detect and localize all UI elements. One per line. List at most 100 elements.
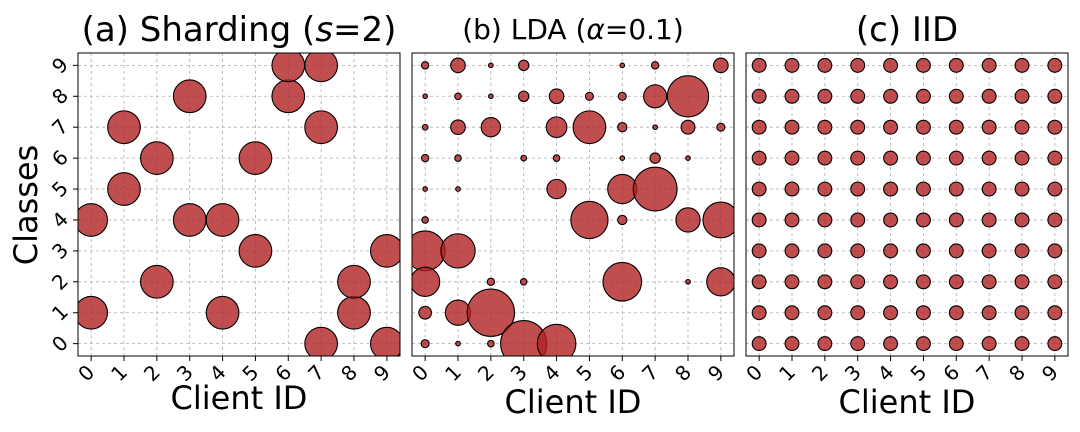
data-point <box>915 57 931 73</box>
data-point <box>948 212 964 228</box>
data-point <box>915 243 931 259</box>
y-tick-label: 0 <box>47 331 73 357</box>
data-point <box>817 150 833 166</box>
y-tick-label: 6 <box>47 145 73 171</box>
data-point <box>784 336 800 352</box>
data-point <box>850 212 866 228</box>
x-tick-label: 1 <box>774 360 800 386</box>
data-point <box>981 274 997 290</box>
data-point <box>607 173 638 205</box>
data-point <box>850 305 866 321</box>
data-point <box>422 93 429 100</box>
data-point <box>421 123 429 131</box>
data-point <box>948 57 964 73</box>
data-point <box>1014 305 1030 321</box>
data-point <box>1047 305 1063 321</box>
data-point <box>883 181 899 197</box>
panel-c-xlabel: Client ID <box>839 383 976 421</box>
data-point <box>518 59 530 72</box>
data-point <box>751 274 767 290</box>
plot-frame <box>411 52 735 357</box>
data-point <box>948 243 964 259</box>
data-point <box>817 274 833 290</box>
data-point <box>675 207 701 233</box>
x-tick-label: 8 <box>670 360 696 386</box>
data-point <box>883 274 899 290</box>
data-point <box>422 186 429 192</box>
data-point <box>1014 181 1030 197</box>
data-point <box>915 150 931 166</box>
plot-frame <box>77 52 401 357</box>
data-point <box>1047 243 1063 259</box>
data-point <box>1014 336 1030 352</box>
data-point <box>421 216 429 224</box>
data-point <box>519 277 528 286</box>
data-point <box>205 203 240 237</box>
data-point <box>883 88 899 104</box>
data-point <box>702 201 734 239</box>
data-point <box>713 57 729 74</box>
x-tick-label: 0 <box>741 360 767 386</box>
point-layer <box>412 57 734 356</box>
data-point <box>981 305 997 321</box>
data-point <box>1014 150 1030 166</box>
data-point <box>751 181 767 197</box>
data-point <box>518 90 530 102</box>
data-point <box>643 84 668 109</box>
data-point <box>948 119 964 135</box>
data-point <box>545 116 568 139</box>
data-point <box>650 61 660 70</box>
data-point <box>915 212 931 228</box>
y-tick-label: 1 <box>47 300 73 326</box>
data-point <box>78 295 109 330</box>
data-point <box>685 278 691 285</box>
data-point <box>304 326 339 356</box>
data-point <box>716 122 726 132</box>
data-point <box>915 336 931 352</box>
data-point <box>981 243 997 259</box>
data-point <box>454 92 462 101</box>
y-tick-label: 5 <box>47 176 73 202</box>
data-point <box>751 119 767 135</box>
data-point <box>1047 119 1063 135</box>
data-point <box>784 119 800 135</box>
data-point <box>602 261 643 302</box>
data-point <box>784 150 800 166</box>
x-tick-label: 2 <box>473 360 499 386</box>
data-point <box>817 305 833 321</box>
panel-b-xlabel: Client ID <box>505 383 642 421</box>
data-point <box>751 212 767 228</box>
data-point <box>850 336 866 352</box>
data-point <box>1047 181 1063 197</box>
data-point <box>139 141 174 175</box>
data-point <box>652 124 659 131</box>
data-point <box>619 155 626 161</box>
data-point <box>271 53 306 83</box>
data-point <box>817 57 833 73</box>
data-point <box>817 181 833 197</box>
data-point <box>1014 212 1030 228</box>
data-point <box>915 88 931 104</box>
data-point <box>552 154 561 162</box>
y-tick-label: 8 <box>47 83 73 109</box>
panel-a: (a) Sharding (s=2) 0 1 2 3 4 5 6 7 8 90123456789 … <box>7 10 401 417</box>
data-point <box>784 274 800 290</box>
data-point <box>337 264 371 299</box>
data-point <box>751 57 767 73</box>
data-point <box>1014 57 1030 73</box>
x-tick-label: 9 <box>369 360 395 386</box>
y-tick-label: 7 <box>47 114 73 140</box>
x-tick-label: 9 <box>1037 360 1063 386</box>
x-tick-label: 9 <box>703 360 729 386</box>
data-point <box>915 305 931 321</box>
data-point <box>981 181 997 197</box>
data-point <box>883 305 899 321</box>
data-point <box>420 339 430 349</box>
data-point <box>948 305 964 321</box>
data-point <box>536 323 577 356</box>
data-point <box>412 230 446 272</box>
